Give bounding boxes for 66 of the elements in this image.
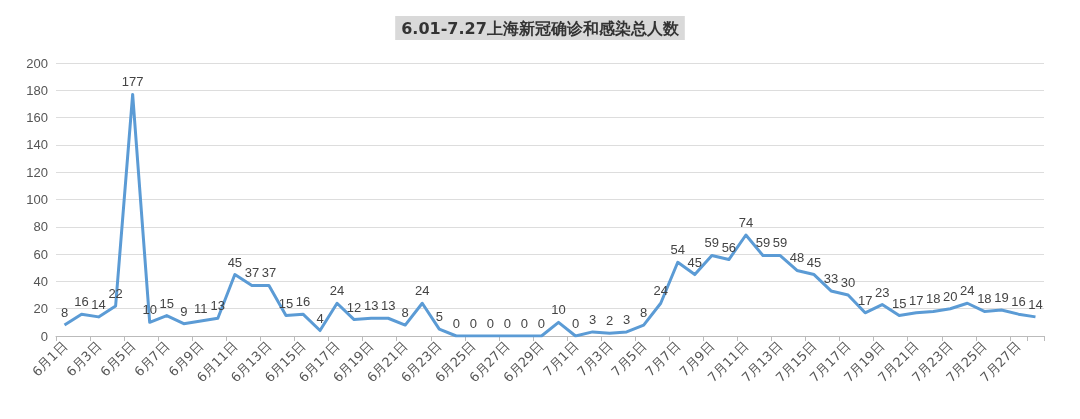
data-label: 0 xyxy=(469,316,477,331)
data-label: 20 xyxy=(943,288,958,304)
data-label: 17 xyxy=(857,292,873,308)
data-label: 8 xyxy=(401,305,409,321)
data-label: 15 xyxy=(278,295,294,311)
data-label: 14 xyxy=(91,296,106,312)
data-label: 45 xyxy=(806,254,822,270)
y-tick-label: 40 xyxy=(33,273,48,289)
data-label: 37 xyxy=(244,265,260,281)
y-tick-label: 20 xyxy=(33,301,48,317)
data-label: 10 xyxy=(551,302,566,318)
data-label: 30 xyxy=(840,275,856,291)
y-tick-label: 180 xyxy=(26,82,48,98)
data-label: 16 xyxy=(74,294,89,310)
data-label: 17 xyxy=(909,292,924,308)
data-label: 8 xyxy=(60,305,69,321)
chart-title: 6.01-7.27上海新冠确诊和感染总人数 xyxy=(401,18,680,38)
data-label: 54 xyxy=(670,242,685,258)
data-label: 14 xyxy=(1028,296,1043,312)
data-label: 16 xyxy=(1011,294,1026,310)
data-label: 33 xyxy=(823,270,839,286)
data-label: 15 xyxy=(891,295,907,311)
y-tick-label: 60 xyxy=(33,246,48,262)
y-tick-label: 120 xyxy=(26,164,48,180)
y-tick-label: 100 xyxy=(26,192,48,207)
data-label: 177 xyxy=(121,74,144,90)
y-tick-label: 200 xyxy=(26,55,48,71)
data-label: 59 xyxy=(755,235,771,251)
data-label: 24 xyxy=(329,283,345,299)
data-label: 18 xyxy=(926,291,941,307)
data-label: 16 xyxy=(295,294,311,310)
data-label: 24 xyxy=(415,283,430,299)
y-tick-label: 0 xyxy=(40,328,48,344)
data-label: 2 xyxy=(606,313,614,329)
data-label: 23 xyxy=(874,284,890,300)
data-label: 0 xyxy=(452,316,460,331)
data-label: 11 xyxy=(194,300,208,316)
data-label: 37 xyxy=(261,265,277,281)
y-tick-label: 160 xyxy=(26,110,48,126)
data-label: 59 xyxy=(772,235,788,251)
data-label: 13 xyxy=(380,298,396,314)
data-label: 5 xyxy=(435,309,443,325)
y-tick-label: 80 xyxy=(33,219,48,235)
data-label: 0 xyxy=(537,316,546,331)
data-label: 0 xyxy=(503,316,512,331)
data-label: 56 xyxy=(721,239,737,255)
data-label: 48 xyxy=(789,250,805,266)
data-label: 0 xyxy=(486,316,494,331)
data-label: 3 xyxy=(623,311,631,327)
data-label: 12 xyxy=(346,299,362,315)
data-label: 18 xyxy=(977,291,992,307)
data-label: 24 xyxy=(960,283,975,299)
y-tick-label: 140 xyxy=(26,137,48,153)
data-label: 0 xyxy=(520,316,529,331)
data-label: 15 xyxy=(159,295,174,311)
data-label: 3 xyxy=(588,311,597,327)
data-label: 4 xyxy=(316,310,324,326)
data-label: 0 xyxy=(571,316,580,331)
data-label: 13 xyxy=(363,298,379,314)
data-label: 9 xyxy=(180,303,188,319)
data-label: 45 xyxy=(687,254,703,270)
data-label: 8 xyxy=(640,305,648,321)
data-label: 45 xyxy=(227,254,243,270)
data-label: 74 xyxy=(738,214,754,230)
data-label: 59 xyxy=(704,235,720,251)
data-label: 19 xyxy=(994,290,1009,306)
